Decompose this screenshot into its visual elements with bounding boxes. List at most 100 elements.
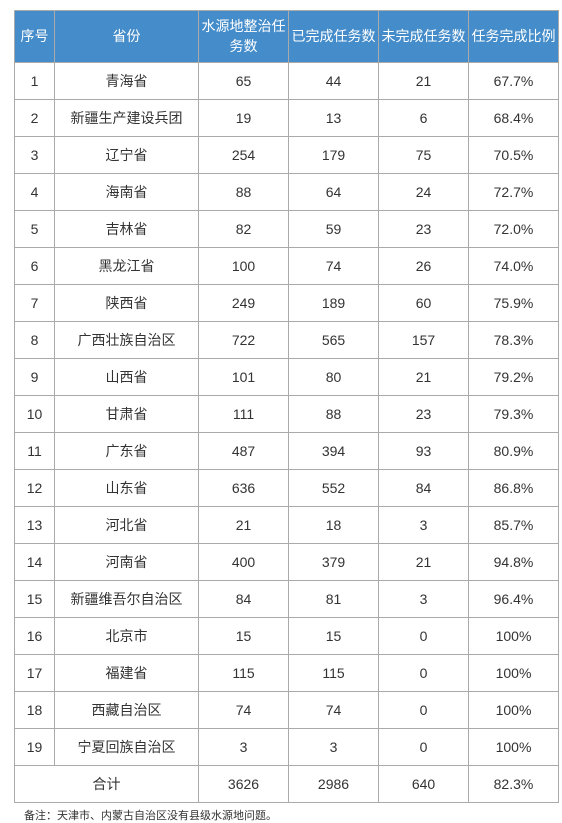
cell-seq: 13 — [15, 507, 55, 544]
table-row: 11广东省4873949380.9% — [15, 433, 559, 470]
cell-undone: 0 — [379, 655, 469, 692]
cell-province: 西藏自治区 — [55, 692, 199, 729]
cell-pct: 74.0% — [469, 248, 559, 285]
cell-undone: 157 — [379, 322, 469, 359]
cell-province: 黑龙江省 — [55, 248, 199, 285]
table-row: 12山东省6365528486.8% — [15, 470, 559, 507]
table-row: 17福建省1151150100% — [15, 655, 559, 692]
col-header-province: 省份 — [55, 11, 199, 63]
cell-pct: 79.2% — [469, 359, 559, 396]
col-header-undone: 未完成任务数 — [379, 11, 469, 63]
cell-pct: 100% — [469, 655, 559, 692]
data-table: 序号 省份 水源地整治任务数 已完成任务数 未完成任务数 任务完成比例 1青海省… — [14, 10, 559, 803]
cell-seq: 18 — [15, 692, 55, 729]
cell-total: 101 — [199, 359, 289, 396]
table-row: 19宁夏回族自治区330100% — [15, 729, 559, 766]
cell-province: 广西壮族自治区 — [55, 322, 199, 359]
cell-done: 115 — [289, 655, 379, 692]
cell-province: 广东省 — [55, 433, 199, 470]
cell-total: 636 — [199, 470, 289, 507]
cell-seq: 5 — [15, 211, 55, 248]
table-row: 16北京市15150100% — [15, 618, 559, 655]
table-row: 18西藏自治区74740100% — [15, 692, 559, 729]
cell-pct: 68.4% — [469, 100, 559, 137]
cell-done: 59 — [289, 211, 379, 248]
cell-done: 13 — [289, 100, 379, 137]
cell-seq: 7 — [15, 285, 55, 322]
cell-undone: 3 — [379, 581, 469, 618]
cell-undone: 0 — [379, 729, 469, 766]
col-header-seq: 序号 — [15, 11, 55, 63]
cell-total: 88 — [199, 174, 289, 211]
cell-done: 74 — [289, 248, 379, 285]
cell-total: 65 — [199, 63, 289, 100]
table-row: 13河北省2118385.7% — [15, 507, 559, 544]
table-row: 2新疆生产建设兵团1913668.4% — [15, 100, 559, 137]
table-row: 4海南省88642472.7% — [15, 174, 559, 211]
cell-total: 487 — [199, 433, 289, 470]
table-row: 7陕西省2491896075.9% — [15, 285, 559, 322]
cell-province: 山东省 — [55, 470, 199, 507]
cell-done: 80 — [289, 359, 379, 396]
cell-done: 74 — [289, 692, 379, 729]
cell-undone: 3 — [379, 507, 469, 544]
cell-done: 394 — [289, 433, 379, 470]
cell-undone: 75 — [379, 137, 469, 174]
cell-total: 115 — [199, 655, 289, 692]
cell-total: 722 — [199, 322, 289, 359]
cell-pct: 70.5% — [469, 137, 559, 174]
cell-undone: 0 — [379, 692, 469, 729]
cell-undone: 84 — [379, 470, 469, 507]
cell-seq: 1 — [15, 63, 55, 100]
cell-total: 3 — [199, 729, 289, 766]
cell-done: 379 — [289, 544, 379, 581]
cell-pct: 85.7% — [469, 507, 559, 544]
cell-province: 河南省 — [55, 544, 199, 581]
cell-done: 15 — [289, 618, 379, 655]
cell-province: 陕西省 — [55, 285, 199, 322]
cell-seq: 8 — [15, 322, 55, 359]
cell-total-undone: 640 — [379, 766, 469, 803]
cell-seq: 12 — [15, 470, 55, 507]
table-row: 1青海省65442167.7% — [15, 63, 559, 100]
table-row: 10甘肃省111882379.3% — [15, 396, 559, 433]
cell-seq: 15 — [15, 581, 55, 618]
table-row: 6黑龙江省100742674.0% — [15, 248, 559, 285]
cell-seq: 10 — [15, 396, 55, 433]
table-row: 9山西省101802179.2% — [15, 359, 559, 396]
table-row: 14河南省4003792194.8% — [15, 544, 559, 581]
cell-pct: 79.3% — [469, 396, 559, 433]
cell-done: 64 — [289, 174, 379, 211]
cell-pct: 100% — [469, 618, 559, 655]
cell-undone: 60 — [379, 285, 469, 322]
cell-done: 88 — [289, 396, 379, 433]
cell-province: 河北省 — [55, 507, 199, 544]
cell-done: 189 — [289, 285, 379, 322]
table-body: 1青海省65442167.7%2新疆生产建设兵团1913668.4%3辽宁省25… — [15, 63, 559, 803]
cell-pct: 72.7% — [469, 174, 559, 211]
cell-done: 81 — [289, 581, 379, 618]
cell-undone: 23 — [379, 211, 469, 248]
cell-seq: 3 — [15, 137, 55, 174]
cell-total: 249 — [199, 285, 289, 322]
col-header-done: 已完成任务数 — [289, 11, 379, 63]
cell-total: 15 — [199, 618, 289, 655]
cell-undone: 24 — [379, 174, 469, 211]
cell-undone: 6 — [379, 100, 469, 137]
table-header: 序号 省份 水源地整治任务数 已完成任务数 未完成任务数 任务完成比例 — [15, 11, 559, 63]
table-row: 8广西壮族自治区72256515778.3% — [15, 322, 559, 359]
cell-seq: 9 — [15, 359, 55, 396]
cell-undone: 21 — [379, 359, 469, 396]
cell-province: 青海省 — [55, 63, 199, 100]
cell-undone: 26 — [379, 248, 469, 285]
col-header-total: 水源地整治任务数 — [199, 11, 289, 63]
cell-total: 111 — [199, 396, 289, 433]
cell-total-pct: 82.3% — [469, 766, 559, 803]
cell-done: 565 — [289, 322, 379, 359]
cell-undone: 0 — [379, 618, 469, 655]
cell-total-label: 合计 — [15, 766, 199, 803]
cell-total-total: 3626 — [199, 766, 289, 803]
cell-pct: 94.8% — [469, 544, 559, 581]
footnote: 备注：天津市、内蒙古自治区没有县级水源地问题。 — [14, 807, 548, 823]
cell-total: 254 — [199, 137, 289, 174]
